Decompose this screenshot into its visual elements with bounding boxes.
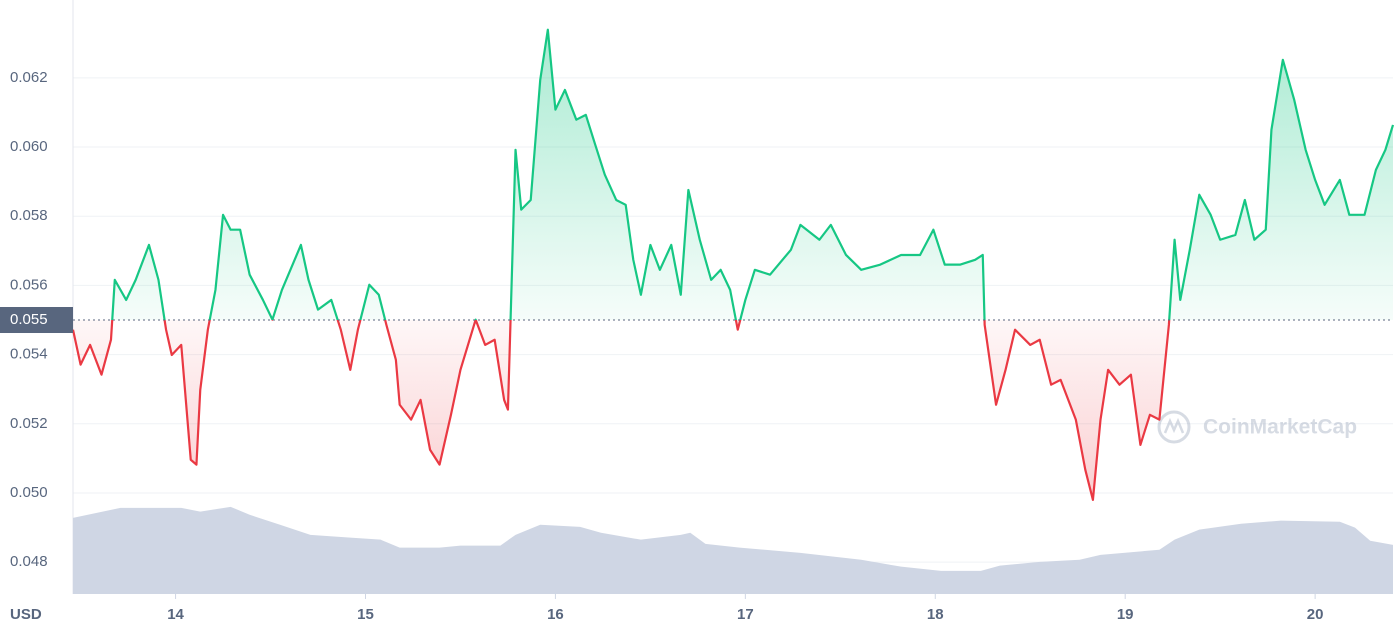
y-tick-label: 0.052 [10,415,48,432]
y-tick-label: 0.062 [10,69,48,86]
y-tick-label: 0.056 [10,276,48,293]
x-tick-label: 20 [1307,606,1324,623]
y-tick-label: 0.048 [10,553,48,570]
watermark-logo [1157,410,1191,444]
y-tick-label: 0.050 [10,484,48,501]
x-tick-label: 16 [547,606,564,623]
y-tick-label: 0.054 [10,346,48,363]
x-tick-label: 18 [927,606,944,623]
baseline-label: 0.055 [10,311,48,328]
volume-area [73,506,1393,594]
watermark-logo-mark [1163,417,1185,434]
watermark-text: CoinMarketCap [1203,416,1357,439]
baseline-label-box [0,307,73,334]
x-axis-label: USD [10,606,42,623]
x-tick-label: 14 [167,606,184,623]
y-tick-label: 0.060 [10,138,48,155]
price-line [71,28,1395,502]
x-tick-label: 17 [737,606,754,623]
x-tick-label: 19 [1117,606,1134,623]
area-fill [73,29,1393,500]
y-tick-label: 0.058 [10,207,48,224]
watermark: CoinMarketCap [1157,410,1357,444]
x-tick-label: 15 [357,606,374,623]
